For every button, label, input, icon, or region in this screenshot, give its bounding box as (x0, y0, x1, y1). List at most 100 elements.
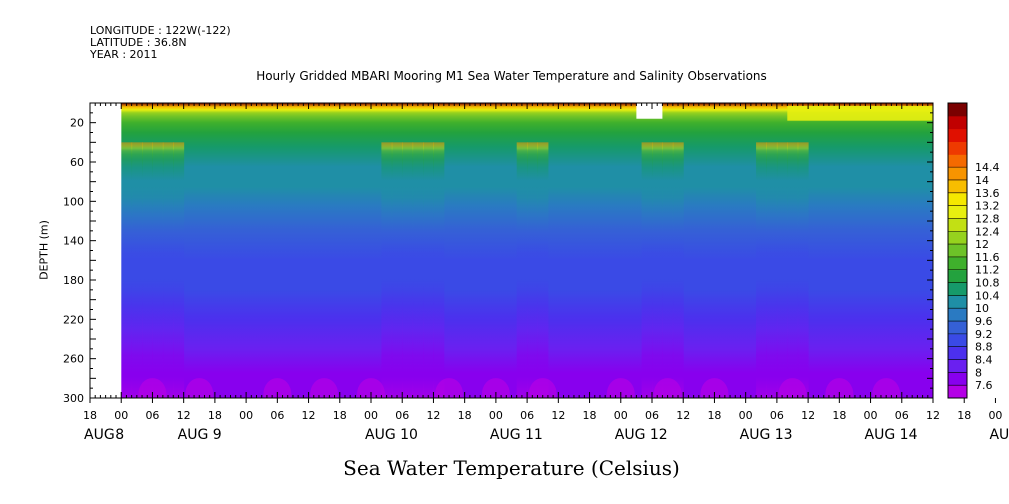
y-tick-label: 260 (63, 353, 84, 366)
x-day-label: AUG 12 (615, 427, 668, 443)
x-tick-label: 06 (395, 409, 409, 422)
heatmap-column (433, 142, 445, 398)
heatmap-cold-pocket (778, 378, 807, 398)
x-tick-label: 06 (145, 409, 159, 422)
y-tick-label: 220 (63, 313, 84, 326)
heatmap-cold-pocket (481, 378, 510, 398)
x-tick-label: 06 (895, 409, 909, 422)
x-tick-label: 18 (208, 409, 222, 422)
x-tick-label: 00 (739, 409, 753, 422)
x-day-label: AUG (84, 427, 115, 443)
colorbar-swatch (948, 269, 967, 284)
heatmap-column (672, 142, 684, 398)
heatmap-column (131, 142, 143, 398)
colorbar-swatch (948, 346, 967, 361)
colorbar-swatch (948, 167, 967, 181)
x-tick-label: 06 (520, 409, 534, 422)
chart-title: Hourly Gridded MBARI Mooring M1 Sea Wate… (256, 69, 767, 83)
y-tick-label: 180 (63, 274, 84, 287)
heatmap-column (121, 142, 133, 398)
y-tick-label: 100 (63, 195, 84, 208)
x-tick-label: 06 (770, 409, 784, 422)
heatmap-cold-pocket (185, 378, 214, 398)
y-tick-label: 20 (70, 117, 84, 130)
x-tick-label: 12 (177, 409, 191, 422)
colorbar-swatch (948, 295, 967, 309)
colorbar-swatch (948, 308, 967, 322)
colorbar-label: 7.6 (975, 379, 993, 392)
heatmap-column (142, 142, 153, 398)
colorbar-label: 12.8 (975, 212, 1000, 225)
colorbar-frame (947, 102, 968, 399)
colorbar-label: 12 (975, 238, 989, 251)
colorbar-label: 13.2 (975, 200, 1000, 213)
year-label: YEAR : 2011 (90, 48, 158, 61)
heatmap-column (756, 142, 767, 398)
heatmap-column (787, 142, 799, 398)
heatmap-cold-pocket (138, 378, 167, 398)
heatmap-column (537, 142, 549, 398)
missing-data-blocks (90, 103, 663, 398)
colorbar-swatch (948, 244, 967, 258)
x-axis: 18 00 06 12 18 00 06 12 18 00 06 12 18 00 06 12 18 00 06 12… (83, 103, 1009, 443)
heatmap-column (381, 142, 393, 398)
missing-block (636, 103, 663, 119)
x-tick-label: 00 (988, 409, 1002, 422)
heatmap-column (766, 142, 778, 398)
colorbar-label: 10.8 (975, 277, 1000, 290)
x-tick-label: 18 (458, 409, 472, 422)
heatmap-column (152, 142, 164, 398)
y-tick-label: 300 (63, 392, 84, 405)
x-tick-label: 18 (957, 409, 971, 422)
x-tick-label: 18 (83, 409, 97, 422)
x-day-label: AUG 14 (865, 427, 918, 443)
x-day-label: AUG 9 (178, 427, 222, 443)
colorbar-label: 14.4 (975, 161, 1000, 174)
heatmap-cold-pocket (653, 378, 682, 398)
colorbar-swatch (948, 359, 967, 373)
x-tick-label: 12 (426, 409, 440, 422)
heatmap-column (173, 142, 185, 398)
heatmap-cold-pocket (606, 378, 635, 398)
heatmap-column (402, 142, 414, 398)
colorbar-swatch (948, 103, 967, 117)
x-tick-label: 18 (333, 409, 347, 422)
colorbar: 7.688.48.89.29.61010.410.811.211.61212.4… (947, 102, 1000, 399)
colorbar-swatch (948, 231, 967, 245)
heatmap-column (797, 142, 809, 398)
colorbar-swatch (948, 128, 967, 142)
heatmap-column (662, 142, 674, 398)
x-tick-label: 18 (583, 409, 597, 422)
heatmap-column (527, 142, 539, 398)
y-tick-label: 60 (70, 156, 84, 169)
colorbar-swatch (948, 141, 967, 155)
heatmap-cold-pocket (528, 378, 557, 398)
heatmap-cold-pocket (357, 378, 385, 398)
x-tick-label: 12 (302, 409, 316, 422)
y-axis: 20 60 100 140 180 220 260 300 (63, 102, 933, 405)
x-tick-label: 00 (239, 409, 253, 422)
heatmap-column (412, 142, 424, 398)
heatmap-surface-warm (787, 105, 933, 121)
colorbar-swatch (948, 282, 967, 296)
colorbar-swatch (948, 115, 967, 130)
colorbar-label: 10.4 (975, 289, 1000, 302)
x-day-label: AUG 13 (740, 427, 793, 443)
heatmap-column (652, 142, 663, 398)
heatmap-cold-pocket (263, 378, 292, 398)
x-tick-label: 18 (707, 409, 721, 422)
colorbar-swatch (948, 205, 967, 219)
x-tick-label: 12 (676, 409, 690, 422)
colorbar-label: 14 (975, 174, 989, 187)
colorbar-swatch (948, 154, 967, 168)
colorbar-label: 9.2 (975, 328, 993, 341)
x-tick-label: 00 (864, 409, 878, 422)
heatmap-cold-pocket (825, 378, 854, 398)
heatmap-field (121, 103, 933, 398)
x-day-label: 8 (115, 427, 124, 443)
colorbar-swatch (948, 218, 967, 232)
colorbar-swatch (948, 372, 967, 386)
colorbar-swatch (948, 179, 967, 194)
x-tick-label: 00 (114, 409, 128, 422)
